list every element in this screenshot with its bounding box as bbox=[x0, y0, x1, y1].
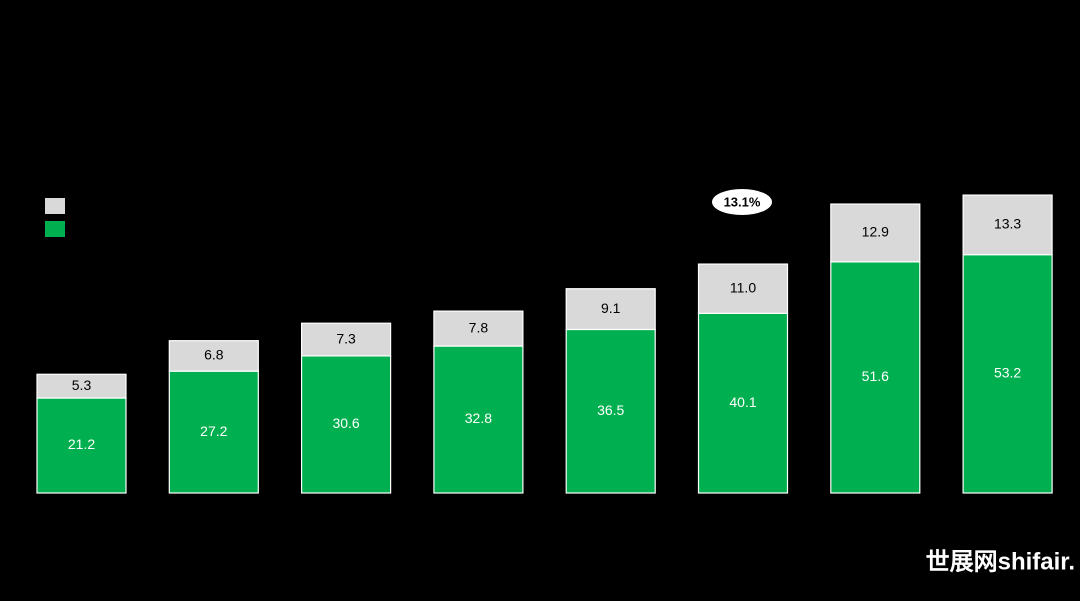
bar-segment bbox=[697, 263, 789, 314]
data-label: 12.9 bbox=[862, 224, 889, 240]
data-label: 27.2 bbox=[200, 423, 227, 439]
data-label: 5.3 bbox=[72, 377, 92, 393]
data-label: 32.8 bbox=[465, 410, 492, 426]
data-label: 13.3 bbox=[994, 216, 1021, 232]
bar-segment bbox=[962, 254, 1053, 494]
data-label: 53.2 bbox=[994, 365, 1021, 381]
bar-segment bbox=[36, 397, 127, 494]
bar-segment bbox=[962, 194, 1053, 256]
data-label: 7.3 bbox=[336, 330, 356, 346]
data-label: 51.6 bbox=[862, 368, 889, 384]
data-label: 30.6 bbox=[332, 415, 359, 431]
bar-segment bbox=[433, 345, 524, 494]
data-label: 7.8 bbox=[469, 319, 489, 335]
data-label: 11.0 bbox=[730, 279, 756, 295]
annotation-bubble bbox=[712, 189, 772, 215]
bar-segment bbox=[830, 261, 921, 494]
watermark: 世展网shifair. bbox=[926, 548, 1075, 575]
bar-segment bbox=[301, 322, 392, 357]
bar-segment bbox=[830, 203, 921, 263]
data-label: 21.2 bbox=[68, 436, 95, 452]
annotation: 13.1% bbox=[724, 194, 761, 209]
data-label: 40.1 bbox=[729, 394, 756, 410]
data-label: 36.5 bbox=[597, 402, 624, 418]
legend-swatch bbox=[45, 198, 65, 214]
bar-segment bbox=[565, 288, 656, 331]
bar-segment bbox=[433, 310, 524, 347]
bar-segment bbox=[168, 340, 259, 372]
legend-swatch bbox=[45, 221, 65, 237]
data-label: 9.1 bbox=[601, 300, 621, 316]
bar-segment bbox=[168, 370, 259, 494]
bar-segment bbox=[565, 328, 656, 494]
bar-segment bbox=[36, 373, 127, 399]
data-label: 6.8 bbox=[204, 347, 224, 363]
